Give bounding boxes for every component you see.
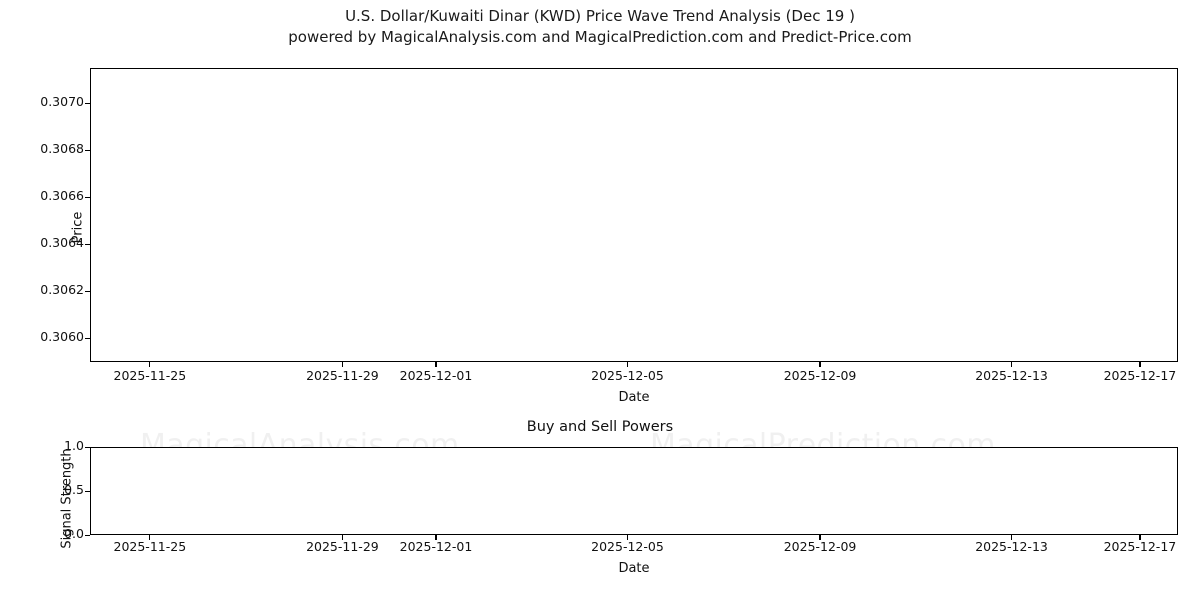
price-y-tick-mark	[85, 149, 90, 151]
price-y-tick-label: 0.3060	[40, 329, 84, 345]
price-y-tick-mark	[85, 337, 90, 340]
bar-x-tick-label: 2025-11-25	[113, 539, 187, 554]
price-x-tick-label: 2025-11-29	[306, 368, 379, 383]
bar-x-tick-mark	[1139, 535, 1141, 540]
bar-y-tick-label: 0.0	[64, 526, 84, 541]
price-y-tick-label: 0.3070	[40, 94, 84, 110]
bar-y-tick-label: 1.0	[64, 438, 84, 453]
price-y-tick-mark	[85, 196, 90, 199]
price-x-tick-mark	[819, 362, 821, 367]
price-x-tick-label: 2025-12-01	[399, 368, 473, 383]
bar-x-axis-label: Date	[618, 561, 650, 576]
price-x-tick-label: 2025-12-17	[1103, 368, 1177, 383]
price-x-tick-mark	[1139, 362, 1141, 367]
price-x-axis-label: Date	[618, 390, 650, 405]
bar-x-tick-mark	[626, 535, 629, 540]
bar-x-tick-mark	[1010, 535, 1013, 540]
price-x-tick-label: 2025-11-25	[113, 368, 187, 383]
page-title: U.S. Dollar/Kuwaiti Dinar (KWD) Price Wa…	[0, 6, 1200, 48]
bar-chart-panel: 0.0 0.5 1.0 2025-11-25 2025-11-29 2025-12-01…	[60, 438, 1178, 576]
price-y-tick-label: 0.3066	[40, 188, 84, 204]
price-x-tick-mark	[341, 362, 343, 367]
bar-y-axis-label: Signal Strength	[59, 448, 75, 549]
price-y-tick-mark	[85, 290, 90, 293]
price-x-tick-label: 2025-12-09	[783, 368, 857, 383]
bar-x-tick-mark	[149, 535, 151, 540]
bar-x-tick-label: 2025-12-09	[783, 539, 857, 554]
bar-x-tick-mark	[435, 535, 437, 540]
bar-chart-title: Buy and Sell Powers	[526, 419, 674, 435]
price-x-tick-mark	[1010, 362, 1013, 367]
price-plot-frame	[90, 68, 1178, 362]
price-x-tick-label: 2025-12-05	[591, 368, 664, 383]
title-line-2: powered by MagicalAnalysis.com and Magic…	[288, 28, 912, 46]
price-y-tick-mark	[85, 243, 90, 246]
price-x-tick-mark	[626, 362, 629, 367]
bar-y-tick-mark	[85, 534, 90, 536]
price-x-tick-mark	[149, 362, 151, 367]
price-y-tick-mark	[85, 102, 90, 104]
bar-y-tick-mark	[85, 490, 90, 492]
price-chart-panel: 0.3060 0.3062 0.3064 0.3066 0.3068 0.3070 202…	[40, 68, 1178, 405]
bar-x-tick-label: 2025-12-01	[399, 539, 473, 554]
price-y-tick-label: 0.3062	[40, 282, 84, 298]
bar-y-tick-label: 0.5	[64, 482, 84, 497]
bar-y-tick-mark	[85, 446, 90, 448]
bar-x-tick-mark	[819, 535, 821, 540]
price-x-tick-label: 2025-12-13	[975, 368, 1048, 383]
bar-x-tick-label: 2025-11-29	[306, 539, 379, 554]
bar-x-tick-label: 2025-12-17	[1103, 539, 1177, 554]
price-y-tick-label: 0.3068	[40, 141, 84, 157]
price-y-axis-label: Price	[70, 211, 86, 244]
title-line-1: U.S. Dollar/Kuwaiti Dinar (KWD) Price Wa…	[345, 7, 855, 25]
price-x-tick-mark	[435, 362, 437, 367]
bar-x-tick-mark	[341, 535, 343, 540]
price-y-tick-label: 0.3064	[40, 235, 84, 251]
bar-plot-frame	[90, 447, 1178, 535]
bar-x-tick-label: 2025-12-13	[975, 539, 1048, 554]
bar-x-tick-label: 2025-12-05	[591, 539, 664, 554]
